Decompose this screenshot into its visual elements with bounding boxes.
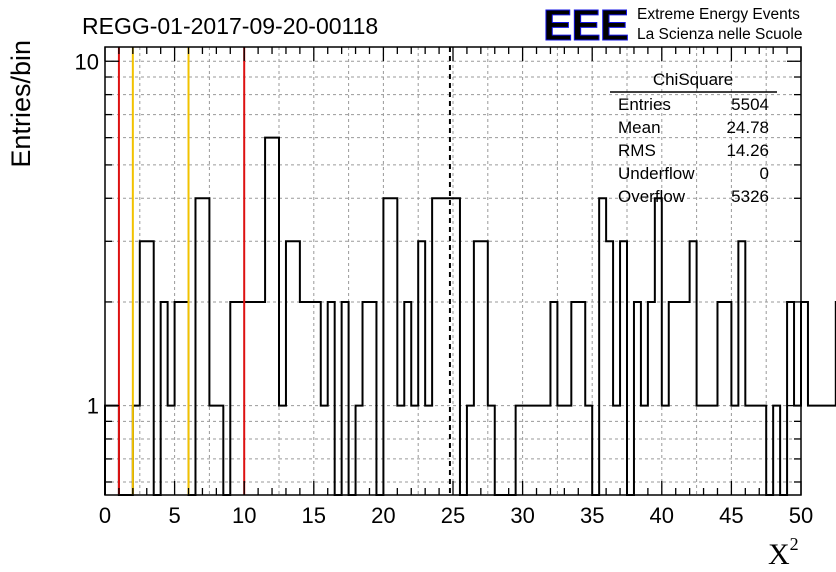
stats-label-overflow: Overflow <box>618 187 686 206</box>
stats-label-entries: Entries <box>618 95 671 114</box>
grid-lines <box>105 47 801 495</box>
eee-logo-mark: EEE <box>543 1 628 50</box>
histogram-outline <box>104 136 836 496</box>
y-axis-label: Entries/bin <box>6 40 36 168</box>
x-tick-label: 15 <box>302 503 326 528</box>
marker-lines <box>117 47 451 495</box>
histogram-bins <box>104 136 836 496</box>
x-tick-label: 20 <box>371 503 395 528</box>
x-tick-label: 10 <box>232 503 256 528</box>
stats-value-underflow: 0 <box>760 164 769 183</box>
stats-value-overflow: 5326 <box>731 187 769 206</box>
stats-label-mean: Mean <box>618 118 661 137</box>
x-tick-label: 30 <box>510 503 534 528</box>
eee-logo-line1: Extreme Energy Events <box>637 6 800 23</box>
x-axis-label-base: X <box>768 538 790 571</box>
x-axis-label-superscript: 2 <box>790 534 799 554</box>
y-axis-ticks: 1 10 <box>75 49 801 483</box>
chart-title: REGG-01-2017-09-20-00118 <box>82 13 378 39</box>
stats-label-underflow: Underflow <box>618 164 695 183</box>
x-tick-label: 40 <box>650 503 674 528</box>
x-tick-label: 45 <box>719 503 743 528</box>
eee-logo-line2: La Scienza nelle Scuole <box>637 26 802 43</box>
stats-value-mean: 24.78 <box>726 118 769 137</box>
y-tick-label: 10 <box>75 49 99 74</box>
y-tick-label: 1 <box>87 394 99 419</box>
x-tick-label: 50 <box>789 503 813 528</box>
x-axis-label: X2 <box>768 534 799 571</box>
x-axis-ticks: 0 5 10 15 20 25 30 35 40 45 50 <box>99 47 813 528</box>
x-tick-label: 0 <box>99 503 111 528</box>
stats-label-rms: RMS <box>618 141 656 160</box>
stats-title: ChiSquare <box>653 70 733 89</box>
eee-logo: EEE Extreme Energy Events La Scienza nel… <box>543 1 803 51</box>
x-tick-label: 25 <box>441 503 465 528</box>
stats-box: ChiSquare Entries 5504 Mean 24.78 RMS 14… <box>610 70 777 206</box>
stats-value-entries: 5504 <box>731 95 769 114</box>
stats-value-rms: 14.26 <box>726 141 769 160</box>
x-tick-label: 5 <box>168 503 180 528</box>
x-tick-label: 35 <box>580 503 604 528</box>
